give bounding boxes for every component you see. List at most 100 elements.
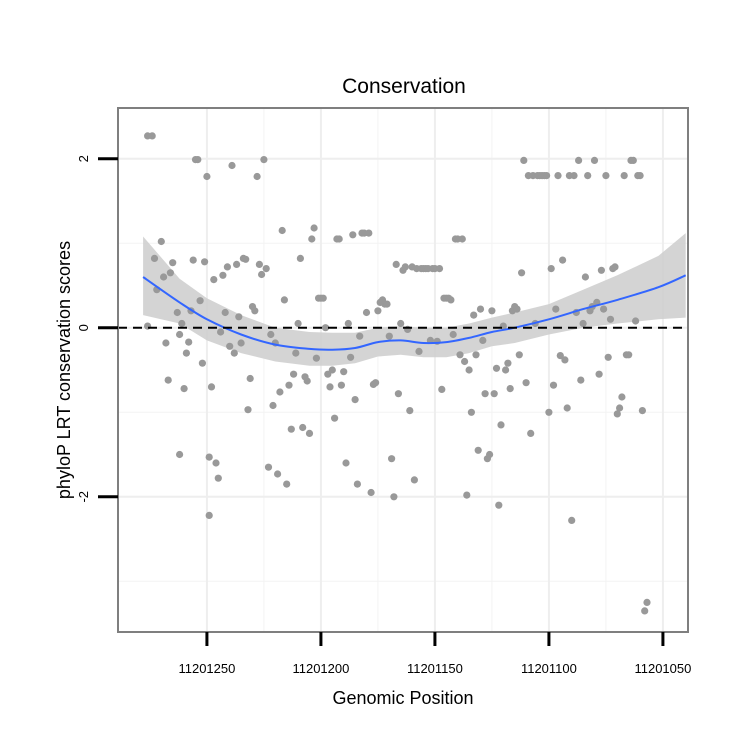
x-tick-label: 11201250: [178, 661, 235, 676]
data-point: [340, 368, 348, 376]
data-point: [579, 319, 587, 328]
data-point: [495, 501, 503, 509]
data-point: [406, 407, 414, 415]
data-point: [176, 330, 184, 339]
data-point: [169, 259, 177, 267]
data-point: [328, 366, 336, 374]
data-point: [235, 313, 243, 321]
data-point: [388, 455, 396, 463]
data-point: [262, 265, 270, 273]
data-point: [294, 319, 302, 328]
data-point: [410, 476, 418, 484]
data-point: [497, 421, 505, 429]
data-point: [438, 385, 446, 393]
data-point: [253, 172, 261, 181]
data-point: [276, 388, 284, 396]
data-point: [474, 446, 482, 454]
x-tick-label: 11201150: [407, 661, 463, 676]
data-point: [296, 254, 304, 262]
data-point: [164, 376, 172, 384]
data-point: [590, 156, 599, 164]
data-point: [157, 237, 165, 246]
data-point: [246, 374, 254, 383]
data-point: [194, 156, 202, 164]
data-point: [258, 270, 266, 279]
data-point: [504, 359, 512, 367]
data-point: [196, 297, 204, 305]
confidence-band: [143, 233, 686, 366]
data-point: [299, 423, 307, 432]
data-point: [577, 376, 585, 384]
data-point: [559, 256, 567, 264]
data-point: [305, 429, 314, 437]
data-point: [280, 296, 288, 304]
data-point: [290, 370, 298, 378]
data-point: [182, 349, 190, 357]
data-point: [518, 269, 526, 277]
data-point: [570, 172, 578, 180]
data-point: [233, 260, 241, 268]
data-point: [435, 265, 444, 273]
data-point: [278, 226, 286, 235]
data-point: [595, 370, 603, 378]
data-point: [189, 256, 197, 264]
data-point: [292, 349, 300, 357]
data-point: [349, 231, 357, 239]
data-point: [600, 305, 608, 313]
data-point: [228, 161, 236, 170]
data-point: [554, 172, 562, 180]
data-point: [321, 324, 330, 332]
data-point: [342, 459, 350, 467]
data-point: [201, 258, 209, 266]
data-point: [344, 319, 352, 328]
data-point: [616, 404, 624, 412]
data-point: [611, 263, 619, 271]
data-point: [180, 385, 188, 393]
data-point: [470, 311, 478, 319]
data-point: [356, 332, 364, 340]
y-axis-title: phyloP LRT conservation scores: [54, 241, 74, 499]
x-tick-label: 11201100: [521, 661, 577, 676]
data-point: [643, 598, 651, 607]
data-point: [584, 172, 592, 180]
data-point: [506, 385, 514, 393]
data-point: [383, 300, 391, 308]
data-point: [401, 263, 409, 271]
data-point: [198, 359, 206, 367]
data-point: [310, 224, 318, 232]
x-axis: 11201250 11201200 11201150 11201100 11201050: [178, 632, 691, 676]
data-point: [527, 429, 535, 437]
data-point: [374, 307, 382, 315]
data-point: [223, 263, 231, 271]
y-axis: 2 0 -2: [76, 155, 118, 503]
y-tick-label: 0: [76, 324, 91, 331]
data-point: [221, 308, 229, 317]
data-point: [173, 308, 181, 317]
data-point: [237, 339, 245, 347]
data-point: [185, 338, 193, 346]
data-point: [568, 516, 576, 525]
x-tick-label: 11201200: [292, 661, 349, 676]
data-point: [274, 470, 282, 478]
chart-title: Conservation: [342, 75, 466, 98]
data-point: [465, 366, 473, 374]
data-point: [463, 491, 471, 499]
data-point: [160, 273, 168, 281]
data-point: [207, 383, 216, 391]
data-point: [308, 235, 316, 243]
data-point: [447, 296, 455, 304]
data-point: [267, 330, 275, 339]
data-point: [255, 260, 263, 268]
loess-fit-line: [142, 274, 687, 351]
data-point: [467, 408, 475, 416]
data-point: [488, 307, 496, 315]
data-point: [385, 332, 393, 340]
data-point: [632, 317, 640, 325]
data-point: [214, 474, 222, 482]
data-point: [552, 305, 560, 313]
data-point: [148, 132, 156, 140]
smooth-line: [142, 274, 687, 351]
data-point: [543, 172, 551, 180]
data-point: [394, 390, 402, 398]
data-point: [472, 351, 480, 359]
